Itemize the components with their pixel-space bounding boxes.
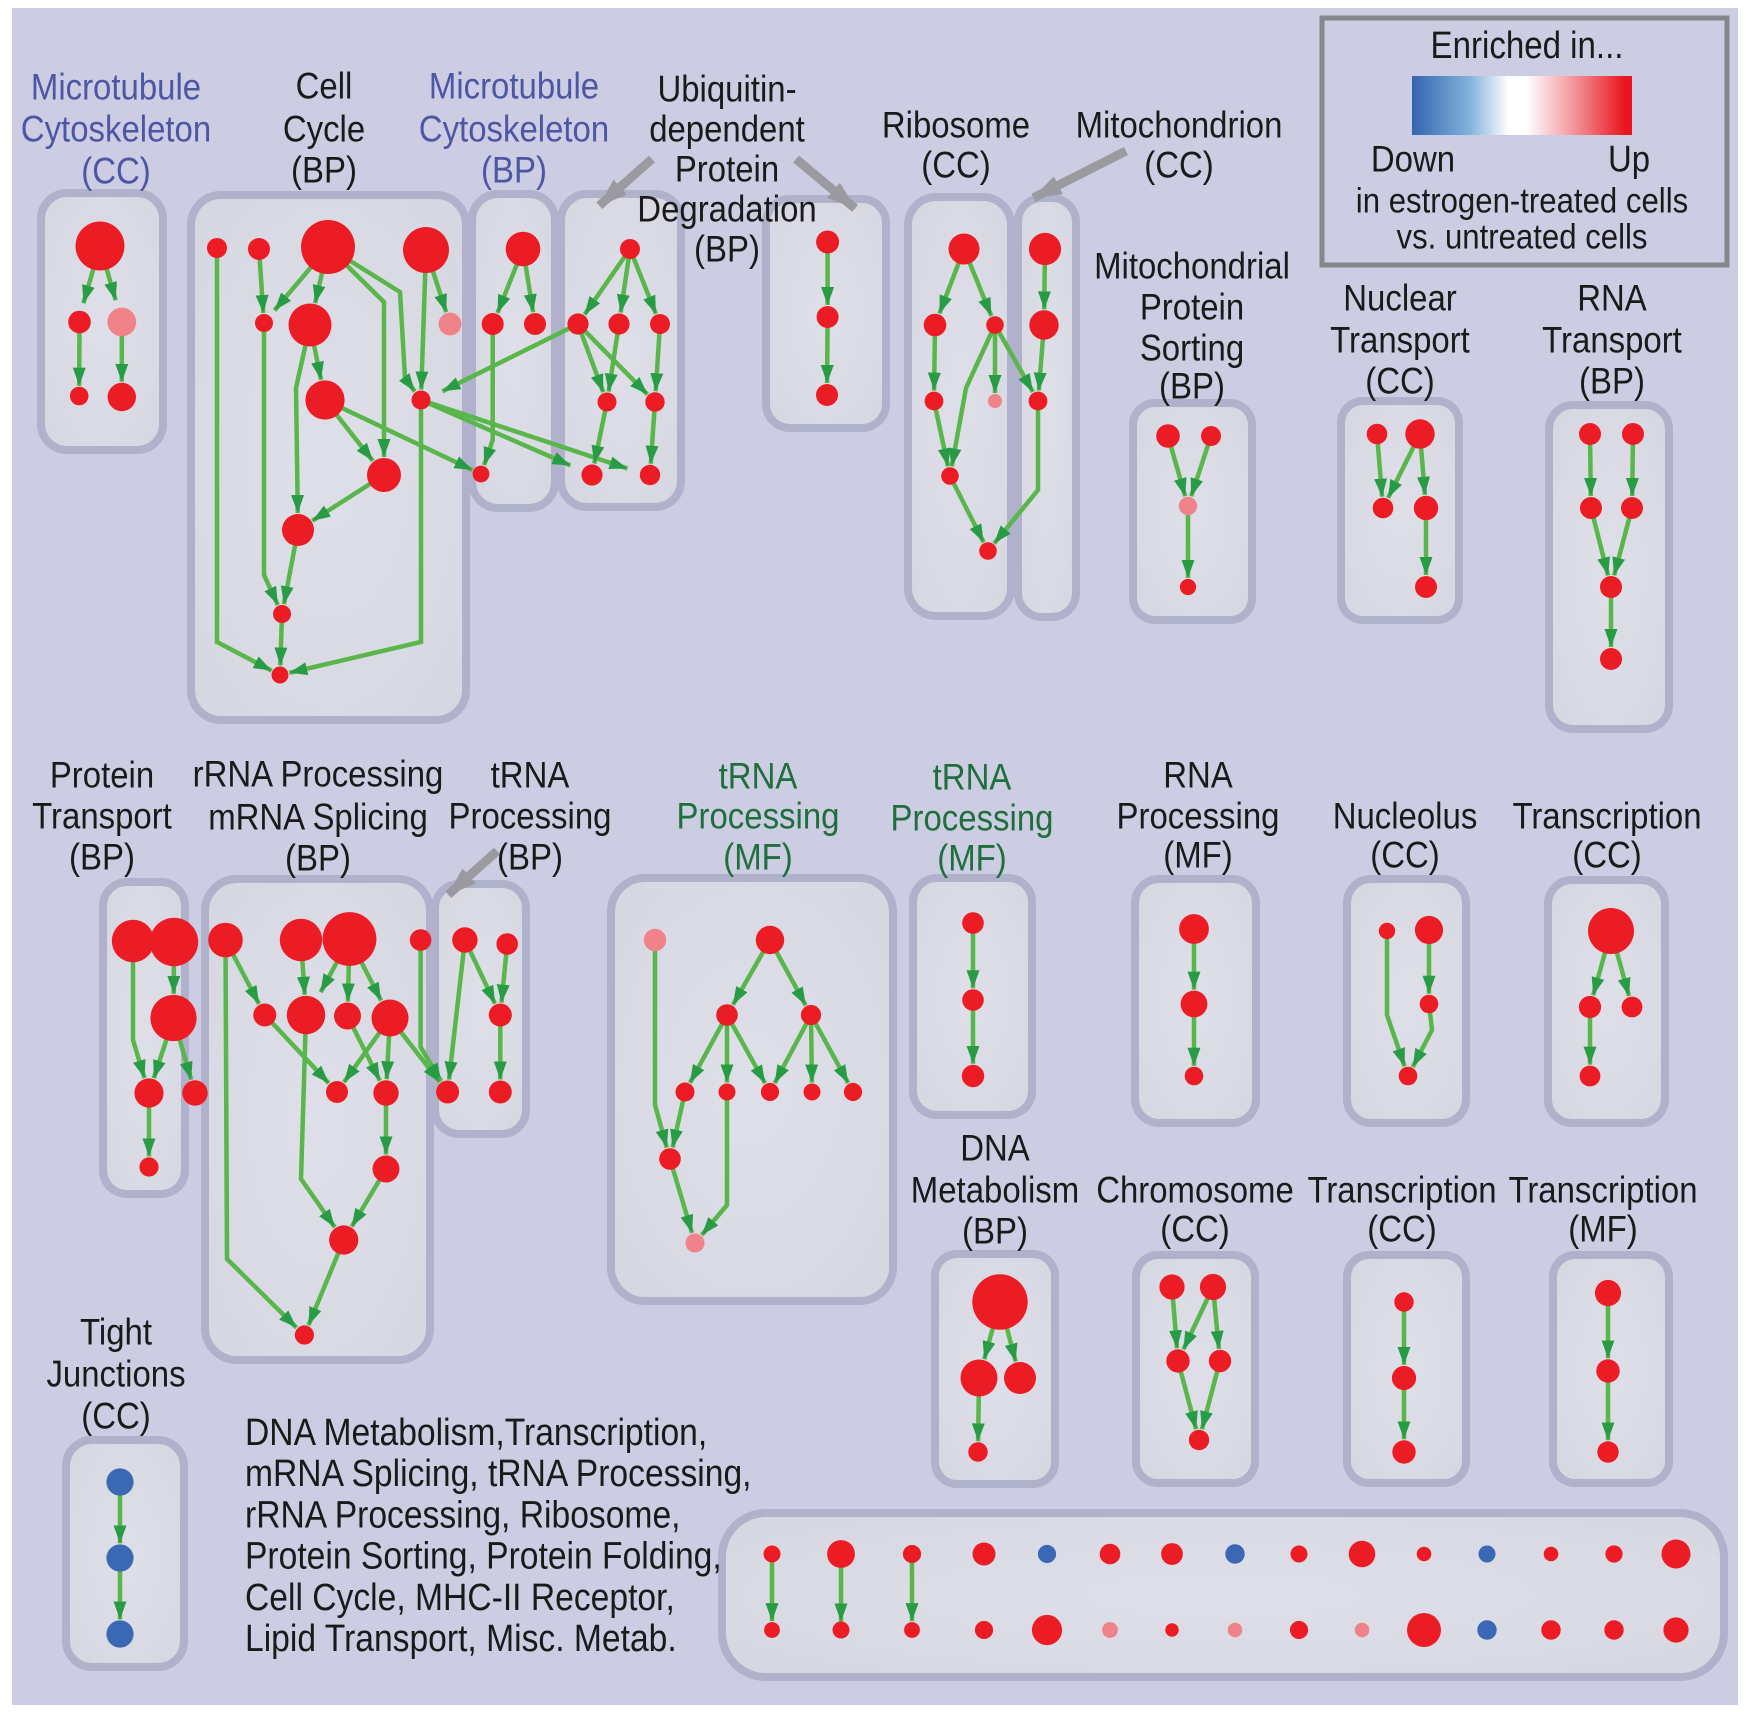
svg-text:(MF): (MF) (723, 837, 793, 878)
svg-text:mRNA Splicing: mRNA Splicing (208, 797, 428, 838)
svg-text:DNA: DNA (960, 1128, 1030, 1169)
svg-text:Tight: Tight (80, 1312, 153, 1353)
svg-text:Enriched in...: Enriched in... (1431, 25, 1624, 67)
svg-text:(CC): (CC) (1572, 835, 1642, 876)
svg-text:Processing: Processing (677, 796, 840, 837)
svg-text:Cytoskeleton: Cytoskeleton (21, 109, 211, 150)
svg-text:(CC): (CC) (1370, 835, 1440, 876)
svg-text:RNA: RNA (1577, 278, 1647, 319)
svg-text:(CC): (CC) (1365, 361, 1435, 402)
svg-text:Cytoskeleton: Cytoskeleton (419, 109, 609, 150)
svg-text:(MF): (MF) (937, 838, 1007, 879)
svg-text:(MF): (MF) (1568, 1209, 1638, 1250)
svg-text:Protein: Protein (50, 755, 154, 796)
svg-text:Microtubule: Microtubule (31, 67, 201, 108)
svg-text:tRNA: tRNA (933, 757, 1012, 798)
svg-text:Transcription: Transcription (1508, 1170, 1697, 1211)
svg-text:(BP): (BP) (1159, 366, 1225, 407)
svg-text:Ubiquitin-: Ubiquitin- (657, 69, 796, 110)
svg-text:Cell Cycle, MHC-II Receptor,: Cell Cycle, MHC-II Receptor, (245, 1577, 675, 1619)
svg-text:Nucleolus: Nucleolus (1333, 796, 1478, 837)
svg-text:Metabolism: Metabolism (911, 1170, 1079, 1211)
svg-text:rRNA Processing: rRNA Processing (193, 754, 444, 795)
svg-text:Protein: Protein (675, 149, 779, 190)
svg-text:RNA: RNA (1163, 755, 1233, 796)
svg-text:Ribosome: Ribosome (882, 105, 1030, 146)
svg-text:Protein Sorting, Protein Foldi: Protein Sorting, Protein Folding, (245, 1536, 722, 1578)
svg-text:Nuclear: Nuclear (1343, 278, 1457, 319)
svg-text:dependent: dependent (649, 109, 805, 150)
svg-text:tRNA: tRNA (491, 755, 570, 796)
svg-text:Degradation: Degradation (637, 189, 816, 230)
svg-text:Processing: Processing (891, 798, 1054, 839)
svg-text:rRNA Processing, Ribosome,: rRNA Processing, Ribosome, (245, 1494, 681, 1536)
svg-text:(MF): (MF) (1163, 835, 1233, 876)
svg-text:(CC): (CC) (1144, 145, 1214, 186)
svg-text:(BP): (BP) (1579, 361, 1645, 402)
svg-text:Processing: Processing (1117, 796, 1280, 837)
svg-text:(CC): (CC) (81, 151, 151, 192)
svg-text:Microtubule: Microtubule (429, 66, 599, 107)
svg-text:tRNA: tRNA (719, 756, 798, 797)
svg-text:Mitochondrial: Mitochondrial (1094, 246, 1290, 287)
svg-text:(BP): (BP) (291, 150, 357, 191)
svg-text:Protein: Protein (1140, 287, 1244, 328)
svg-text:(BP): (BP) (962, 1211, 1028, 1252)
svg-text:Lipid Transport, Misc. Metab.: Lipid Transport, Misc. Metab. (245, 1618, 677, 1660)
svg-text:Sorting: Sorting (1140, 328, 1244, 369)
svg-text:(CC): (CC) (1160, 1209, 1230, 1250)
svg-text:Transport: Transport (1330, 320, 1470, 361)
svg-text:Transport: Transport (32, 796, 172, 837)
svg-text:in estrogen-treated cells: in estrogen-treated cells (1356, 182, 1688, 221)
svg-text:Transport: Transport (1542, 320, 1682, 361)
svg-text:(CC): (CC) (921, 145, 991, 186)
svg-text:Cycle: Cycle (283, 109, 365, 150)
svg-text:Mitochondrion: Mitochondrion (1076, 105, 1283, 146)
svg-text:(BP): (BP) (497, 837, 563, 878)
svg-text:mRNA Splicing, tRNA Processing: mRNA Splicing, tRNA Processing, (245, 1453, 752, 1495)
svg-text:Cell: Cell (296, 66, 353, 107)
svg-text:Junctions: Junctions (46, 1354, 185, 1395)
svg-text:(BP): (BP) (285, 838, 351, 879)
svg-text:Chromosome: Chromosome (1096, 1170, 1294, 1211)
svg-text:Processing: Processing (449, 796, 612, 837)
svg-text:(BP): (BP) (694, 229, 760, 270)
svg-text:(BP): (BP) (69, 837, 135, 878)
svg-text:(BP): (BP) (481, 150, 547, 191)
svg-text:Down: Down (1371, 139, 1455, 180)
svg-text:vs. untreated cells: vs. untreated cells (1397, 218, 1648, 257)
svg-text:Up: Up (1608, 139, 1650, 180)
svg-text:Transcription: Transcription (1307, 1170, 1496, 1211)
svg-text:(CC): (CC) (1367, 1209, 1437, 1250)
svg-text:(CC): (CC) (81, 1396, 151, 1437)
svg-text:DNA Metabolism,Transcription,: DNA Metabolism,Transcription, (245, 1412, 707, 1454)
svg-text:Transcription: Transcription (1512, 796, 1701, 837)
